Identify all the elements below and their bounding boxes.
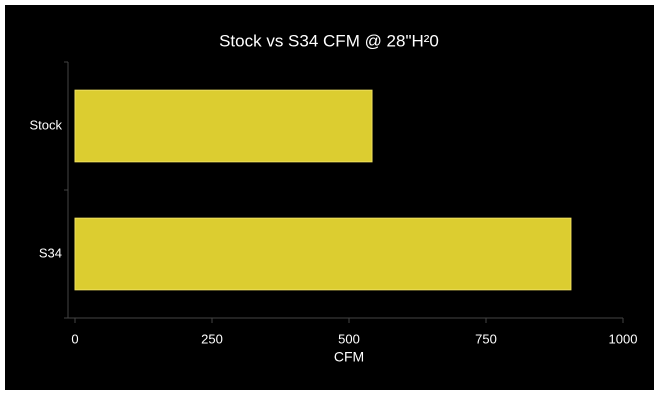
x-tick-label: 750	[475, 331, 497, 346]
bar	[74, 89, 373, 163]
x-tick-label: 500	[338, 331, 360, 346]
bar	[74, 217, 572, 291]
x-tick-label: 250	[201, 331, 223, 346]
chart-title: Stock vs S34 CFM @ 28"H²0	[219, 31, 439, 50]
y-tick-label: S34	[39, 245, 62, 260]
x-axis-label: CFM	[334, 349, 364, 365]
y-tick-label: Stock	[29, 117, 62, 132]
x-tick-label: 0	[71, 331, 78, 346]
chart-background	[5, 5, 654, 390]
x-tick-label: 1000	[609, 331, 638, 346]
